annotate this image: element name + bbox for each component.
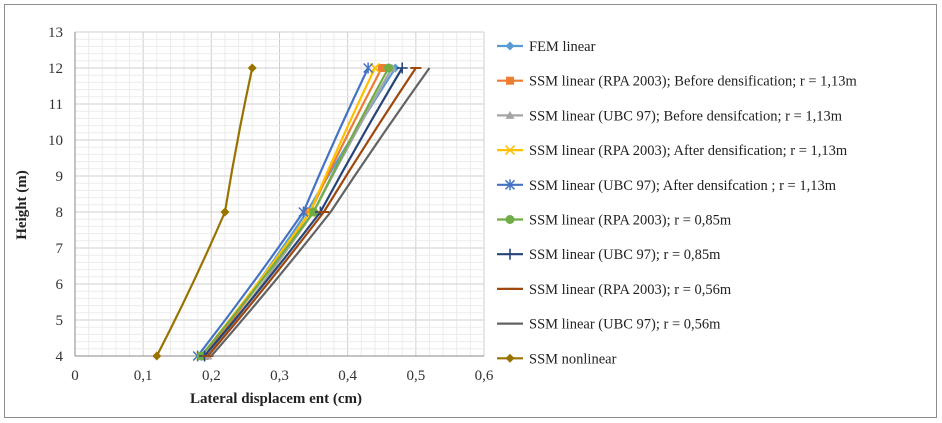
series-10 [152, 63, 257, 361]
y-tick-label: 11 [49, 97, 63, 113]
data-point [247, 63, 257, 73]
legend-item: SSM linear (RPA 2003); r = 0,56m [497, 282, 732, 298]
data-point [504, 248, 516, 260]
data-point [505, 353, 515, 363]
legend-item: SSM linear (RPA 2003); r = 0,85m [497, 213, 732, 229]
data-point [505, 215, 515, 224]
x-tick-label: 0 [71, 368, 79, 384]
y-axis-title: Height (m) [14, 170, 30, 240]
data-point [384, 63, 394, 73]
legend-label: SSM linear (RPA 2003); After densificati… [529, 143, 848, 159]
legend-label: SSM linear (RPA 2003); r = 0,56m [529, 282, 732, 298]
x-axis-title: Lateral displacem ent (cm) [190, 391, 362, 407]
legend-item: SSM linear (UBC 97); Before densifcation… [497, 108, 843, 124]
series-9 [210, 67, 431, 357]
gridlines [74, 31, 485, 357]
data-point [309, 207, 319, 217]
series-lines [152, 62, 431, 362]
data-point [363, 62, 374, 74]
legend-label: SSM linear (UBC 97); After densifcation … [529, 178, 837, 194]
legend-label: SSM linear (UBC 97); r = 0,56m [529, 317, 721, 333]
data-point [504, 145, 516, 156]
series-6 [196, 63, 394, 361]
legend-label: SSM linear (UBC 97); Before densifcation… [529, 108, 843, 124]
chart-frame: 0 0,1 0,2 0,3 0,4 0,5 0,6 4 5 6 7 8 9 10 11 12 13 Latera… [4, 4, 937, 418]
series-line [210, 67, 431, 357]
y-tick-label: 4 [56, 349, 64, 365]
legend-item: FEM linear [497, 39, 596, 55]
y-tick-label: 6 [56, 277, 64, 293]
y-tick-label: 10 [48, 133, 63, 149]
x-tick-label: 0,5 [406, 368, 425, 384]
data-point [298, 206, 309, 218]
chart-svg: 0 0,1 0,2 0,3 0,4 0,5 0,6 4 5 6 7 8 9 10 11 12 13 Latera… [14, 25, 858, 407]
legend-item: SSM linear (RPA 2003); Before densificat… [497, 74, 858, 90]
legend-label: FEM linear [529, 39, 596, 55]
data-point [504, 179, 516, 191]
tick-labels: 0 0,1 0,2 0,3 0,4 0,5 0,6 4 5 6 7 8 9 10 11 12 13 [48, 25, 494, 384]
legend-item: SSM linear (RPA 2003); After densificati… [497, 143, 848, 159]
legend-item: SSM linear (UBC 97); r = 0,56m [497, 317, 721, 333]
y-tick-label: 8 [56, 205, 64, 221]
y-tick-label: 13 [48, 25, 63, 41]
legend: FEM linear SSM linear (RPA 2003); Before … [497, 39, 858, 367]
x-tick-label: 0,3 [270, 368, 289, 384]
data-point [506, 76, 514, 85]
data-point [396, 62, 408, 74]
y-tick-label: 7 [56, 241, 64, 257]
legend-label: SSM nonlinear [529, 351, 617, 367]
x-tick-label: 0,6 [475, 368, 494, 384]
axes [74, 32, 484, 357]
x-tick-label: 0,1 [134, 368, 153, 384]
series-8 [202, 67, 422, 357]
y-tick-label: 9 [56, 169, 64, 185]
data-point [152, 351, 162, 361]
data-point [377, 64, 386, 72]
legend-item: SSM nonlinear [497, 351, 617, 367]
legend-label: SSM linear (RPA 2003); Before densificat… [529, 74, 858, 90]
legend-label: SSM linear (RPA 2003); r = 0,85m [529, 213, 732, 229]
legend-item: SSM linear (UBC 97); After densifcation … [497, 178, 837, 194]
y-tick-label: 12 [48, 61, 63, 77]
legend-label: SSM linear (UBC 97); r = 0,85m [529, 247, 721, 263]
legend-item: SSM linear (UBC 97); r = 0,85m [497, 247, 721, 263]
y-tick-label: 5 [56, 313, 64, 329]
data-point [505, 110, 515, 119]
x-tick-label: 0,4 [338, 368, 357, 384]
x-tick-label: 0,2 [202, 368, 221, 384]
data-point [505, 41, 515, 51]
data-point-stroke [504, 145, 516, 156]
data-point [220, 207, 230, 217]
